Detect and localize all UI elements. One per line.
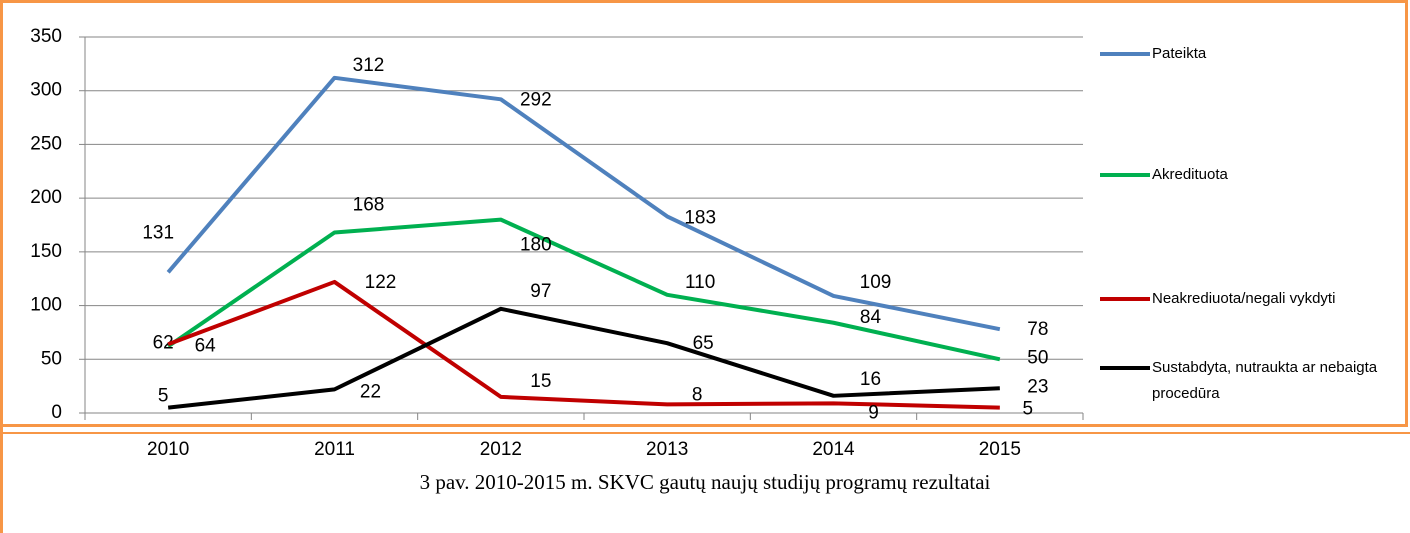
legend-label: Neakrediuota/negali vykdyti: [1152, 290, 1336, 307]
data-label: 131: [142, 222, 174, 243]
data-label: 16: [860, 369, 881, 390]
x-tick-label: 2011: [314, 439, 355, 460]
series-line: [167, 217, 1001, 362]
data-label: 183: [684, 207, 716, 228]
x-tick-label: 2010: [147, 439, 189, 460]
series-line: [166, 75, 1001, 332]
x-tick-label: 2015: [979, 439, 1021, 460]
y-tick-label: 150: [30, 241, 62, 262]
data-label: 180: [520, 235, 552, 256]
data-label: 50: [1027, 347, 1048, 368]
data-label: 22: [360, 381, 381, 402]
data-label: 5: [1023, 399, 1034, 420]
y-tick-label: 200: [30, 187, 62, 208]
y-tick-label: 100: [30, 295, 62, 316]
series-line: [167, 306, 1000, 410]
data-label: 109: [860, 272, 892, 293]
y-tick-label: 300: [30, 80, 62, 101]
data-label: 5: [158, 386, 169, 407]
legend-label: Sustabdyta, nutraukta ar nebaigta proced…: [1152, 359, 1378, 402]
data-label: 62: [153, 332, 174, 353]
x-tick-label: 2014: [812, 439, 855, 460]
data-label: 110: [685, 272, 715, 293]
data-label: 122: [365, 272, 397, 293]
data-label: 312: [353, 55, 385, 76]
data-label: 78: [1027, 319, 1048, 340]
data-label: 84: [860, 307, 882, 328]
data-label: 292: [520, 89, 552, 110]
legend-label: Pateikta: [1152, 45, 1207, 62]
data-label: 65: [693, 333, 714, 354]
series-line: [167, 279, 1000, 410]
x-tick-label: 2013: [646, 439, 688, 460]
data-label: 23: [1027, 376, 1048, 397]
legend-label: Akredituota: [1152, 166, 1228, 183]
data-label: 8: [692, 384, 703, 405]
y-tick-label: 250: [30, 133, 62, 154]
data-label: 9: [868, 402, 879, 423]
data-label: 168: [353, 195, 385, 216]
data-label: 64: [195, 335, 217, 356]
y-tick-label: 350: [30, 26, 62, 47]
data-label: 97: [530, 281, 551, 302]
y-tick-label: 0: [51, 402, 62, 423]
y-tick-label: 50: [41, 348, 62, 369]
data-label: 15: [530, 371, 551, 392]
caption: 3 pav. 2010-2015 m. SKVC gautų naujų stu…: [419, 470, 991, 494]
x-tick-label: 2012: [480, 439, 522, 460]
